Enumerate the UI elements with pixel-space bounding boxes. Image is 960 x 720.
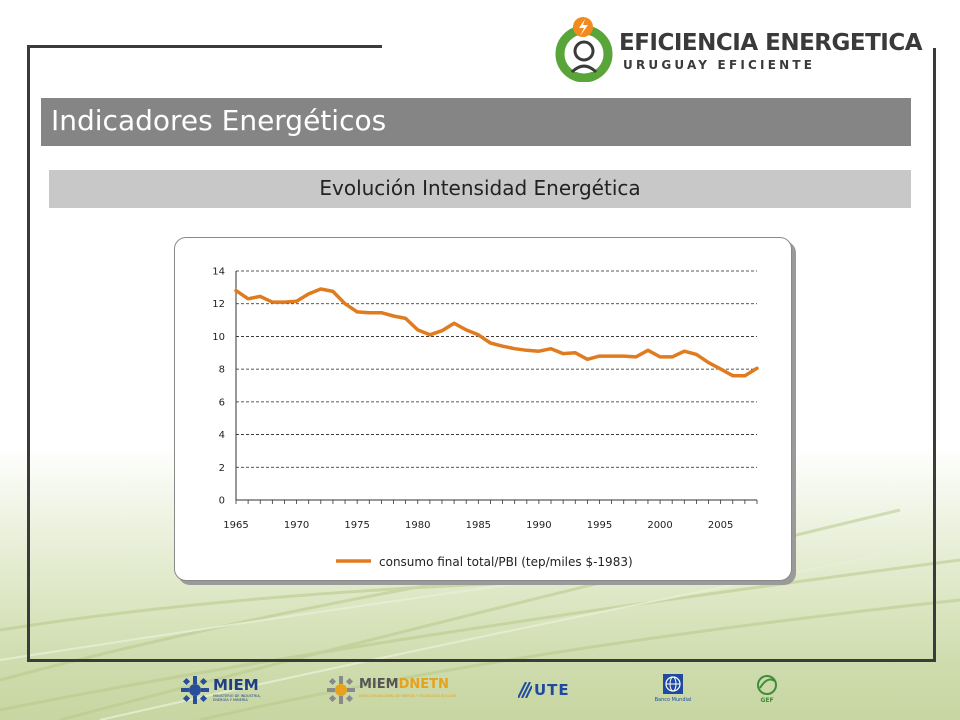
data-point-1975 xyxy=(355,310,359,314)
data-point-1976 xyxy=(368,311,371,314)
data-point-2001 xyxy=(670,355,674,359)
frame-top-line xyxy=(27,45,382,48)
data-point-1978 xyxy=(392,314,395,318)
data-point-1968 xyxy=(271,300,274,304)
data-point-1990 xyxy=(537,349,541,353)
data-point-1972 xyxy=(319,287,323,291)
y-tick-label-4: 4 xyxy=(219,430,225,441)
data-point-2007 xyxy=(743,374,747,377)
gef-label: GEF xyxy=(760,697,774,704)
lightbulb-person-icon xyxy=(555,17,613,82)
miem-star-icon xyxy=(181,676,209,704)
line-chart: 0 2 4 6 8 10 12 14 1965 1970 1975 1980 1985 1990 1995 2… xyxy=(212,267,759,569)
x-tick-label-1965: 1965 xyxy=(223,520,248,531)
miem-sublabel: MINISTERIO DE INDUSTRIA, ENERGÍA Y MINER… xyxy=(213,694,261,702)
miem-dnetn-logo: MIEMDNETN DIRECCIÓN NACIONAL DE ENERGÍA … xyxy=(326,672,466,710)
data-point-1977 xyxy=(380,311,383,314)
gef-logo: GEF xyxy=(752,674,782,708)
logo-title: EFICIENCIA ENERGETICA xyxy=(619,30,923,56)
y-tick-label-14: 14 xyxy=(212,267,225,278)
miem-label: MIEM xyxy=(213,676,259,694)
x-tick-label-1970: 1970 xyxy=(284,520,309,531)
data-point-1965 xyxy=(234,289,238,292)
page-title: Indicadores Energéticos xyxy=(51,104,387,137)
ute-stripes-icon xyxy=(518,682,532,698)
miem-dnetn-label: MIEM xyxy=(359,677,399,692)
data-point-1981 xyxy=(428,333,432,336)
dnetn-label: DNETN xyxy=(398,677,449,692)
data-point-1979 xyxy=(404,317,407,320)
series-line xyxy=(234,287,759,378)
data-point-1969 xyxy=(283,300,286,304)
y-tick-label-10: 10 xyxy=(212,332,225,343)
data-point-1992 xyxy=(561,352,565,355)
y-tick-label-12: 12 xyxy=(212,299,225,310)
data-point-1970 xyxy=(295,300,298,303)
ute-label: UTE xyxy=(534,681,570,699)
data-point-1982 xyxy=(440,329,444,332)
gef-leaf-icon xyxy=(757,675,777,695)
data-point-1986 xyxy=(489,341,492,345)
data-point-1997 xyxy=(622,354,625,358)
data-point-2004 xyxy=(707,361,710,364)
y-tick-label-0: 0 xyxy=(219,496,225,507)
chart-subtitle: Evolución Intensidad Energética xyxy=(319,176,641,200)
data-point-1973 xyxy=(331,290,335,293)
data-point-1971 xyxy=(307,292,310,296)
data-point-1995 xyxy=(598,354,601,358)
miem-dnetn-title: MIEMDNETN xyxy=(359,677,449,692)
x-tick-label-1975: 1975 xyxy=(344,520,369,531)
data-point-1989 xyxy=(525,349,528,352)
data-point-1996 xyxy=(610,354,613,358)
ute-logo: UTE xyxy=(518,680,580,700)
x-tick-label-1980: 1980 xyxy=(405,520,430,531)
x-tick-label-1995: 1995 xyxy=(587,520,612,531)
dnetn-sublabel: DIRECCIÓN NACIONAL DE ENERGÍA Y TECNOLOG… xyxy=(359,694,457,698)
data-point-1999 xyxy=(646,349,650,352)
data-point-1967 xyxy=(259,295,262,298)
data-point-1993 xyxy=(574,351,577,354)
chart-container: 0 2 4 6 8 10 12 14 1965 1970 1975 1980 1985 1990 1995 2… xyxy=(174,237,792,581)
y-tick-label-2: 2 xyxy=(219,463,225,474)
data-point-1966 xyxy=(246,297,250,301)
y-tick-label-6: 6 xyxy=(219,397,225,408)
miem-logo: MIEM MINISTERIO DE INDUSTRIA, ENERGÍA Y … xyxy=(180,672,280,710)
subtitle-bar: Evolución Intensidad Energética xyxy=(49,170,911,208)
x-tick-label-1990: 1990 xyxy=(526,520,551,531)
data-point-1994 xyxy=(586,358,589,361)
data-point-1988 xyxy=(513,347,516,350)
logo-subtitle: URUGUAY EFICIENTE xyxy=(623,58,816,72)
x-tick-label-2000: 2000 xyxy=(647,520,672,531)
frame-bottom-line xyxy=(27,659,936,662)
data-point-2008 xyxy=(755,367,759,370)
data-point-2000 xyxy=(658,355,662,359)
data-point-1998 xyxy=(634,355,638,359)
globe-icon xyxy=(663,674,683,694)
banco-mundial-logo: Banco Mundial xyxy=(648,672,698,710)
data-point-1974 xyxy=(343,302,347,305)
data-point-1983 xyxy=(452,322,456,325)
data-point-2002 xyxy=(683,349,686,353)
data-point-1980 xyxy=(416,328,419,332)
x-tick-label-2005: 2005 xyxy=(708,520,733,531)
miem-dnetn-star-icon xyxy=(327,676,355,704)
frame-left-line xyxy=(27,45,30,662)
data-point-2003 xyxy=(695,353,698,356)
banco-mundial-label: Banco Mundial xyxy=(654,697,692,703)
data-point-2005 xyxy=(719,367,722,371)
data-point-1985 xyxy=(477,333,480,336)
frame-right-line xyxy=(933,48,936,662)
eficiencia-energetica-logo: EFICIENCIA ENERGETICA URUGUAY EFICIENTE xyxy=(553,14,923,84)
data-point-1991 xyxy=(549,347,553,350)
x-tick-label-1985: 1985 xyxy=(466,520,491,531)
data-point-2006 xyxy=(731,374,734,377)
title-bar: Indicadores Energéticos xyxy=(41,98,911,146)
data-point-1984 xyxy=(465,328,468,332)
y-tick-label-8: 8 xyxy=(219,365,225,376)
data-point-1987 xyxy=(501,345,504,348)
legend-label: consumo final total/PBI (tep/miles $-198… xyxy=(379,555,633,569)
